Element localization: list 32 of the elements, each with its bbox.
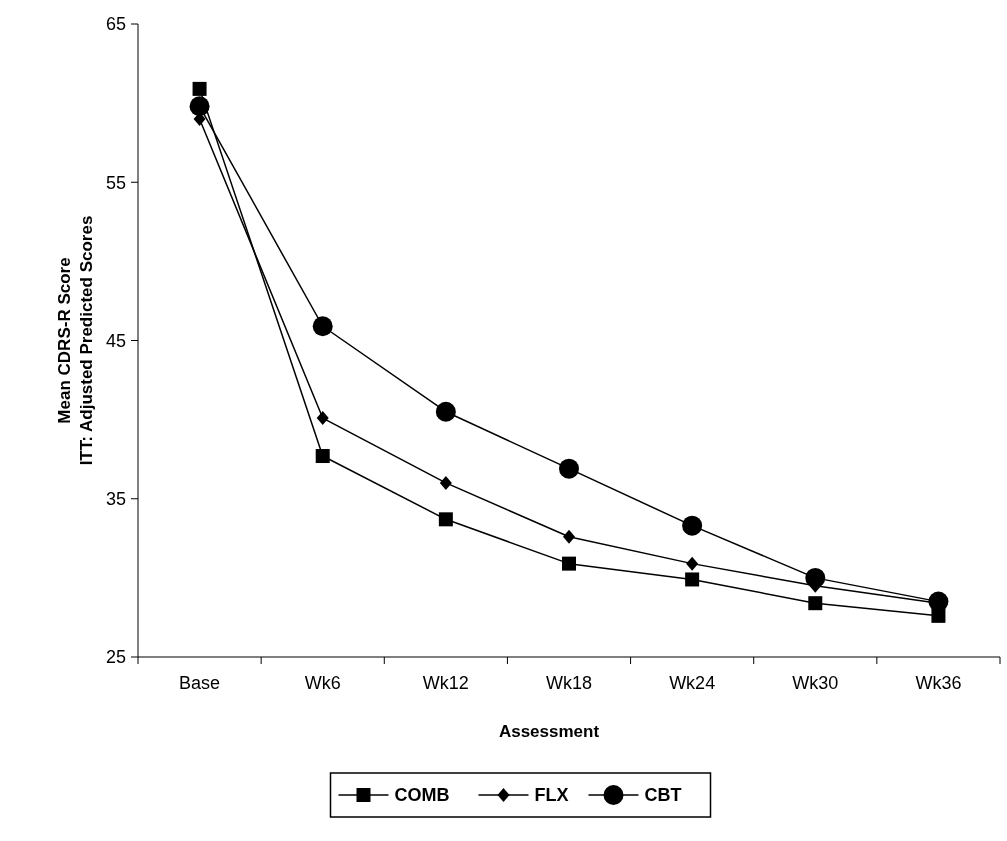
x-axis-title: Assessment xyxy=(498,722,600,741)
point xyxy=(563,529,575,544)
x-tick-label: Base xyxy=(179,673,221,693)
x-tick-label: Wk30 xyxy=(792,673,839,693)
point xyxy=(931,608,946,623)
point xyxy=(808,596,823,611)
legend-label: FLX xyxy=(534,785,569,806)
y-tick-label: 35 xyxy=(105,489,126,510)
x-tick-label: Wk18 xyxy=(545,673,593,693)
point xyxy=(315,449,330,464)
x-tick-label: Wk36 xyxy=(915,673,962,693)
point xyxy=(316,411,329,426)
legend-label: CBT xyxy=(644,785,682,806)
point xyxy=(312,316,333,337)
point xyxy=(438,512,453,527)
x-tick-label: Wk12 xyxy=(422,673,469,693)
x-tick-label: Wk24 xyxy=(669,673,716,693)
point xyxy=(686,556,699,571)
point xyxy=(685,572,700,587)
x-tick-label: Wk6 xyxy=(304,673,341,693)
y-tick-label: 65 xyxy=(105,14,126,35)
y-axis-title: Mean CDRS-R Score ITT: Adjusted Predicted Scores xyxy=(55,215,96,466)
y-tick-label: 55 xyxy=(105,172,126,193)
point xyxy=(192,81,207,96)
point xyxy=(439,475,452,490)
point xyxy=(682,515,703,536)
point xyxy=(562,556,576,571)
point xyxy=(559,458,579,479)
y-tick-label: 45 xyxy=(105,330,126,351)
point xyxy=(435,401,456,422)
legend-label: COMB xyxy=(394,785,450,806)
y-tick-label: 25 xyxy=(105,647,126,668)
